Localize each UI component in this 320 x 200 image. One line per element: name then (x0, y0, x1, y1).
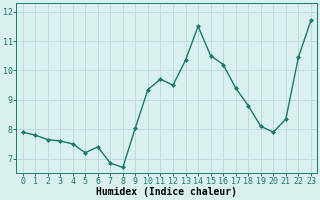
X-axis label: Humidex (Indice chaleur): Humidex (Indice chaleur) (96, 187, 237, 197)
